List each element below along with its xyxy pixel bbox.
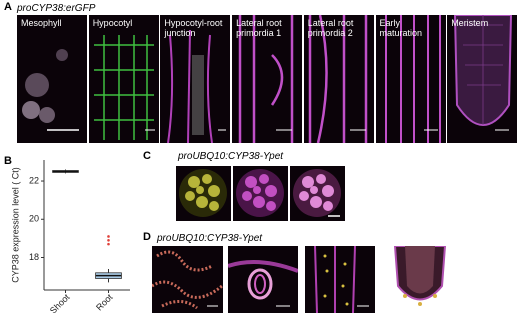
image-title: Meristem <box>451 18 489 28</box>
panel-label: B <box>4 155 12 167</box>
construct-label: proUBQ10:CYP38-Ypet <box>157 233 263 244</box>
micrograph: Hypocotyl-root junction <box>160 15 231 143</box>
micrograph: Lateral root primordia 1 <box>232 15 303 143</box>
micrograph <box>152 246 223 313</box>
image-title: Early maturation <box>379 18 423 38</box>
panel-label: D <box>143 231 151 243</box>
micrograph <box>176 166 231 221</box>
micrograph <box>290 166 345 221</box>
micrograph-art <box>293 169 341 217</box>
micrograph-art <box>236 169 284 217</box>
image-title: Lateral root primordia 2 <box>307 18 354 38</box>
micrograph <box>380 246 460 313</box>
micrograph-art <box>179 169 227 217</box>
outlier <box>107 235 110 238</box>
micrograph-art <box>314 246 369 313</box>
micrograph-art <box>308 15 368 143</box>
micrograph-art <box>152 250 223 310</box>
micrograph-art <box>22 49 79 131</box>
y-tick-label: 20 <box>29 214 39 224</box>
micrograph: Mesophyll <box>17 15 87 143</box>
x-tick-label: Shoot <box>48 292 72 313</box>
y-tick-label: 22 <box>29 175 39 185</box>
micrograph-art <box>228 260 298 307</box>
image-title: Hypocotyl-root junction <box>164 18 223 38</box>
image-title: Hypocotyl <box>92 18 133 28</box>
image-title: Mesophyll <box>21 18 62 28</box>
micrograph <box>233 166 288 221</box>
micrograph-art <box>384 15 441 143</box>
y-tick-label: 18 <box>29 252 39 262</box>
micrograph-art <box>93 35 155 140</box>
outlier <box>107 238 110 242</box>
micrograph-art <box>167 29 227 143</box>
micrograph-art <box>454 15 513 131</box>
micrograph-art <box>238 15 294 143</box>
box-chart: 18 20 22 CYP38 expression level ( Ct) Shoot R… <box>10 160 130 313</box>
micrograph <box>228 246 298 313</box>
x-tick-label: Root <box>94 292 115 313</box>
micrograph: Lateral root primordia 2 <box>303 15 374 143</box>
micrograph-art <box>393 246 447 306</box>
panel-label: A <box>4 1 12 13</box>
micrograph <box>305 246 375 313</box>
construct-label: proUBQ10:CYP38-Ypet <box>178 151 284 162</box>
outlier <box>107 242 110 246</box>
panel-label: C <box>143 150 151 162</box>
micrograph: Meristem <box>447 15 518 143</box>
image-title: Lateral root primordia 1 <box>236 18 282 38</box>
micrograph: Hypocotyl <box>88 15 159 143</box>
y-axis-title: CYP38 expression level ( Ct) <box>10 167 20 283</box>
construct-label: proCYP38:erGFP <box>17 3 96 14</box>
micrograph: Early maturation <box>375 15 446 143</box>
